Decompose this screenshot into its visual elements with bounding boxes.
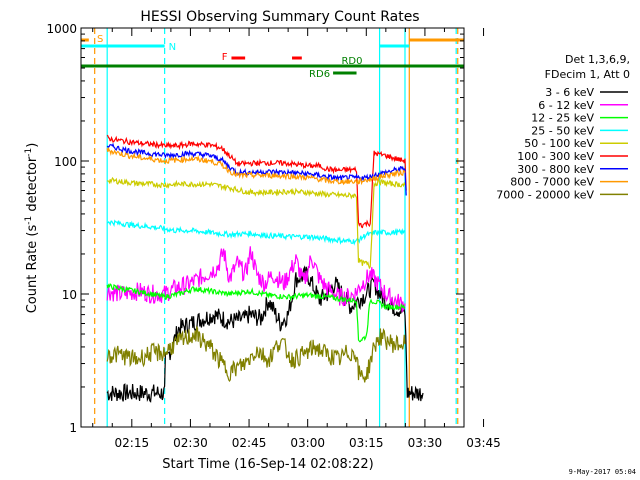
legend-header-2: FDecim 1, Att 0 <box>545 68 630 81</box>
state-label-n: N <box>169 42 176 53</box>
legend-header-1: Det 1,3,6,9, <box>565 53 630 66</box>
legend-label-12-25-kev: 12 - 25 keV <box>531 112 594 125</box>
y-axis-label: Count Rate (s-1 detector-1) <box>24 143 40 314</box>
state-label-s: S <box>97 34 103 45</box>
y-tick-label-100: 100 <box>54 155 77 169</box>
x-tick-label-02-45: 02:45 <box>232 436 267 450</box>
x-tick-label-03-45: 03:45 <box>466 436 501 450</box>
series-line-6-12-kev <box>106 246 406 313</box>
series-line-800-7000-kev <box>106 146 406 186</box>
y-tick-label-1: 1 <box>69 421 77 435</box>
state-bars: S N F RD0 RD6 <box>81 34 464 80</box>
x-tick-label-03-15: 03:15 <box>349 436 384 450</box>
legend-label-7000-20000-kev: 7000 - 20000 keV <box>496 188 594 201</box>
plot-frame <box>80 27 465 428</box>
legend-label-100-300-kev: 100 - 300 keV <box>517 150 594 163</box>
y-axis: 1 10 100 1000 <box>46 22 464 435</box>
series-line-7000-20000-kev <box>106 325 406 383</box>
legend-label-3-6-kev: 3 - 6 keV <box>545 86 594 99</box>
x-tick-label-02-15: 02:15 <box>115 436 150 450</box>
series-line-3-6-kev <box>106 265 424 403</box>
x-tick-label-03-00: 03:00 <box>290 436 325 450</box>
chart-title: HESSI Observing Summary Count Rates <box>140 9 419 25</box>
legend-label-6-12-kev: 6 - 12 keV <box>538 99 594 112</box>
legend-label-800-7000-kev: 800 - 7000 keV <box>510 176 594 189</box>
state-label-f: F <box>222 52 228 63</box>
x-axis-label: Start Time (16-Sep-14 02:08:22) <box>162 457 373 472</box>
series-line-50-100-kev <box>107 176 406 270</box>
y-tick-label-1000: 1000 <box>46 22 77 36</box>
series-group <box>106 134 424 403</box>
x-tick-label-02-30: 02:30 <box>173 436 208 450</box>
legend-label-300-800-kev: 300 - 800 keV <box>517 163 594 176</box>
y-tick-label-10: 10 <box>62 288 77 302</box>
series-line-300-800-kev <box>106 142 407 196</box>
state-label-rd6: RD6 <box>309 69 330 80</box>
footer-date: 9-May-2017 05:04 <box>569 468 636 476</box>
x-axis: 02:15 02:30 02:45 03:00 03:15 03:30 03:45 <box>92 28 501 450</box>
state-label-rd0: RD0 <box>341 56 362 67</box>
series-line-100-300-kev <box>106 134 407 229</box>
series-line-25-50-kev <box>106 219 406 246</box>
x-tick-label-03-30: 03:30 <box>408 436 443 450</box>
legend-label-25-50-kev: 25 - 50 keV <box>531 124 594 137</box>
legend-label-50-100-kev: 50 - 100 keV <box>524 137 594 150</box>
legend: Det 1,3,6,9, FDecim 1, Att 0 3 - 6 keV6 … <box>496 53 630 201</box>
series-line-12-25-kev <box>106 283 406 343</box>
